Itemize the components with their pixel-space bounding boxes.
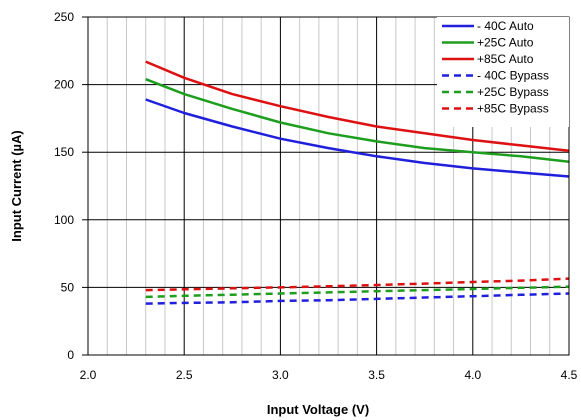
y-axis-title: Input Current (µA) [9,130,24,241]
y-tick-label: 250 [54,10,74,24]
y-tick-label: 150 [54,145,74,159]
legend-label: +85C Auto [477,52,534,66]
legend-label: - 40C Auto [477,19,534,33]
x-tick-label: 2.0 [80,368,97,382]
series-line [145,285,570,299]
series-layer [145,60,570,305]
x-tick-label: 4.5 [561,368,578,382]
series-line [145,277,570,292]
y-tick-label: 0 [67,348,74,362]
legend-label: +25C Auto [477,36,534,50]
x-axis-title: Input Voltage (V) [267,402,369,417]
x-tick-label: 4.0 [464,368,481,382]
x-tick-label: 2.5 [176,368,193,382]
axis-layer: 2.0 2.5 3.0 3.5 4.0 4.5 0 50 100 150 200 250 [54,10,578,382]
plot-frame [87,16,570,356]
x-tick-label: 3.0 [272,368,289,382]
series-line [145,292,570,305]
legend: - 40C Auto +25C Auto +85C Auto - 40C Bypass… [437,17,569,127]
series-line [145,78,570,163]
series-line [145,60,570,153]
legend-label: +85C Bypass [477,102,549,116]
y-tick-label: 50 [61,280,75,294]
legend-label: +25C Bypass [477,85,549,99]
y-tick-label: 200 [54,78,74,92]
y-tick-label: 100 [54,213,74,227]
series-line [145,98,570,178]
legend-label: - 40C Bypass [477,69,549,83]
x-tick-label: 3.5 [368,368,385,382]
